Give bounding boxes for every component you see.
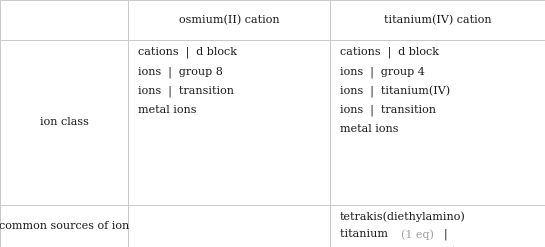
Text: ions  |  transition: ions | transition	[340, 105, 435, 116]
Text: ions  |  group 8: ions | group 8	[138, 66, 223, 78]
Text: cations  |  d block: cations | d block	[138, 47, 237, 59]
Text: ions  |  titanium(IV): ions | titanium(IV)	[340, 85, 450, 98]
Text: (1 eq): (1 eq)	[401, 229, 433, 240]
Text: common sources of ion: common sources of ion	[0, 221, 129, 231]
Text: cations  |  d block: cations | d block	[340, 47, 439, 59]
Text: titanium: titanium	[340, 229, 395, 239]
Text: ions  |  group 4: ions | group 4	[340, 66, 425, 78]
Text: metal ions: metal ions	[340, 124, 398, 134]
Text: ions  |  transition: ions | transition	[138, 85, 234, 97]
Text: osmium(II) cation: osmium(II) cation	[179, 15, 279, 25]
Text: ion class: ion class	[40, 117, 88, 127]
Text: tetrakis(diethylamino): tetrakis(diethylamino)	[340, 211, 465, 222]
Text: |: |	[437, 229, 448, 241]
Text: metal ions: metal ions	[138, 105, 196, 115]
Text: titanium(IV) cation: titanium(IV) cation	[384, 15, 491, 25]
